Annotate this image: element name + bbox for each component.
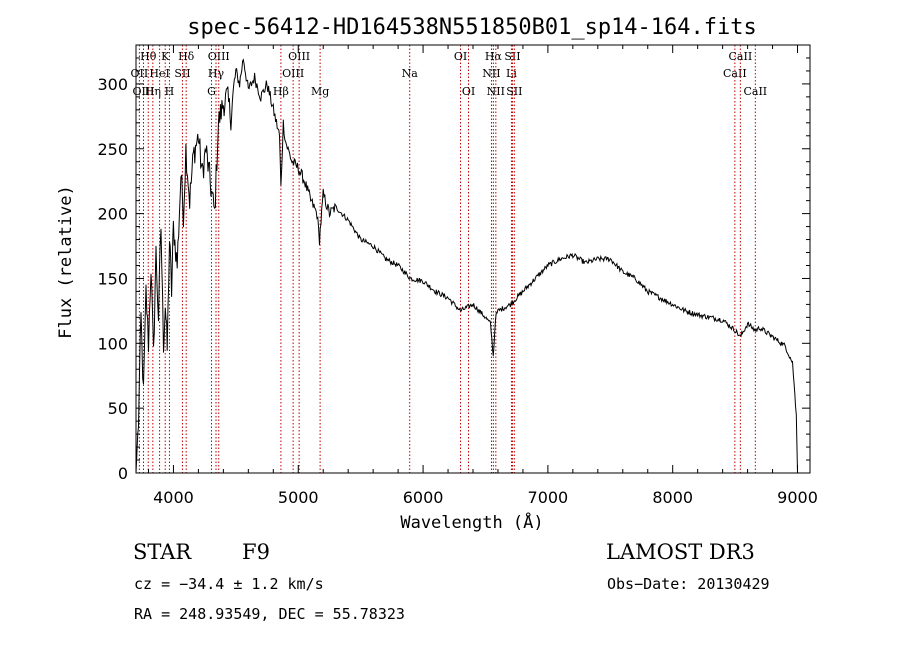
y-tick-label-6: 300 [97,75,128,94]
line-label-2: Hθ [140,50,157,63]
y-tick-label-0: 0 [118,464,128,483]
line-label-16: Na [402,67,419,80]
x-tick-label-1: 5000 [278,488,319,507]
line-label-7: SII [174,67,190,80]
survey-name: LAMOST DR3 [606,540,755,564]
observation-date: Obs−Date: 20130429 [607,575,770,593]
line-label-25: CaII [723,67,747,80]
line-label-11: OIII [208,50,230,63]
line-label-6: H [165,85,175,98]
x-tick-label-0: 4000 [153,488,194,507]
y-tick-label-1: 50 [108,399,128,418]
y-tick-label-5: 250 [97,140,128,159]
spectral-line-markers: OII OIII Hθ Hη HeI K H SII Hδ G Hγ OIII Hβ OIII OIII Mg… [131,45,767,473]
coordinates: RA = 248.93549, DEC = 55.78323 [134,605,405,623]
x-tick-label-3: 7000 [528,488,569,507]
line-label-3: Hη [145,85,161,98]
y-tick-label-2: 100 [97,334,128,353]
plot-frame [135,44,811,474]
line-label-12: Hβ [273,85,289,98]
x-tick-label-2: 6000 [403,488,444,507]
x-tick-label-4: 8000 [652,488,693,507]
line-label-21: NII [487,85,505,98]
chart-title: spec-56412-HD164538N551850B01_sp14-164.f… [187,15,757,40]
x-axis-label: Wavelength (Å) [400,511,543,533]
redshift-value: cz = −34.4 ± 1.2 km/s [134,575,324,593]
line-label-18: OI [462,85,475,98]
line-label-17: OI [454,50,467,63]
line-label-19: NII [482,67,500,80]
axis-ticks: 4000 5000 6000 7000 8000 9000 0 50 100 150 200 250 3… [97,45,818,507]
line-label-9: G [207,85,216,98]
line-label-10: Hγ [208,67,225,80]
x-tick-label-5: 9000 [777,488,818,507]
line-label-0: OII [131,67,149,80]
y-tick-label-4: 200 [97,205,128,224]
line-label-5: K [161,50,170,63]
line-label-27: CaII [743,85,767,98]
line-label-24: SII [506,85,522,98]
line-label-22: Li [506,67,517,80]
line-label-15: Mg [311,85,329,98]
line-label-20: Hα [485,50,503,63]
line-label-4: HeI [149,67,169,80]
object-type: STAR [133,540,192,564]
spectral-subclass: F9 [242,540,270,564]
line-label-1: OIII [132,85,154,98]
line-label-13: OIII [282,67,304,80]
line-label-8: Hδ [178,50,195,63]
line-label-14: OIII [288,50,310,63]
line-label-26: CaII [729,50,753,63]
y-axis-label: Flux (relative) [56,185,76,339]
y-tick-label-3: 150 [97,269,128,288]
line-label-23: SII [504,50,520,63]
spectrum-line [135,58,798,474]
